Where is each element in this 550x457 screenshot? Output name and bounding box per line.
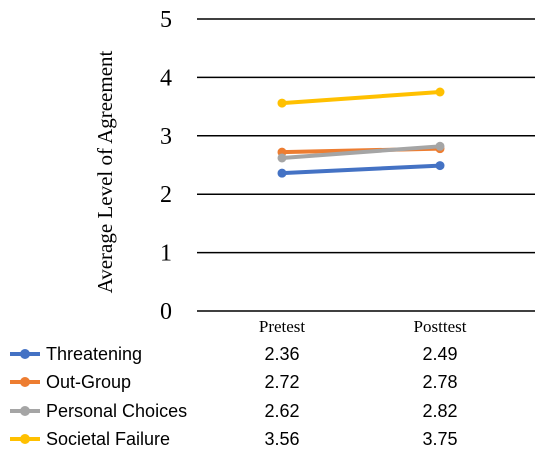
data-value: 2.36 <box>264 344 299 364</box>
data-point <box>436 88 445 97</box>
data-value: 2.72 <box>264 372 299 392</box>
legend-key-marker <box>20 434 30 444</box>
data-point <box>436 142 445 151</box>
data-value: 3.75 <box>422 429 457 449</box>
series-lines <box>278 88 445 178</box>
data-value: 2.62 <box>264 401 299 421</box>
legend-label: Societal Failure <box>46 429 170 449</box>
data-value: 3.56 <box>264 429 299 449</box>
y-tick-labels: 0 1 2 3 4 5 <box>160 7 172 325</box>
legend-label: Threatening <box>46 344 142 364</box>
data-value: 2.49 <box>422 344 457 364</box>
y-tick-label: 2 <box>160 182 172 208</box>
legend-label: Personal Choices <box>46 401 187 421</box>
y-axis-label: Average Level of Agreement <box>93 50 117 293</box>
data-table: Threatening 2.36 2.49 Out-Group 2.72 2.78 Pers… <box>10 344 458 449</box>
y-tick-label: 4 <box>160 65 172 91</box>
legend-key-marker <box>20 377 30 387</box>
category-labels: Pretest Posttest <box>259 317 467 336</box>
data-point <box>278 153 287 162</box>
y-tick-label: 5 <box>160 7 172 33</box>
legend-label: Out-Group <box>46 372 131 392</box>
series-line <box>282 166 440 174</box>
y-tick-label: 0 <box>160 299 172 325</box>
data-value: 2.82 <box>422 401 457 421</box>
y-tick-label: 3 <box>160 124 172 150</box>
category-label: Pretest <box>259 317 306 336</box>
legend-key-marker <box>20 406 30 416</box>
series-line <box>282 92 440 103</box>
data-point <box>278 99 287 108</box>
data-point <box>436 161 445 170</box>
category-label: Posttest <box>414 317 467 336</box>
y-tick-label: 1 <box>160 241 172 267</box>
data-value: 2.78 <box>422 372 457 392</box>
legend-key-marker <box>20 349 30 359</box>
data-point <box>278 169 287 178</box>
gridlines <box>197 19 535 311</box>
